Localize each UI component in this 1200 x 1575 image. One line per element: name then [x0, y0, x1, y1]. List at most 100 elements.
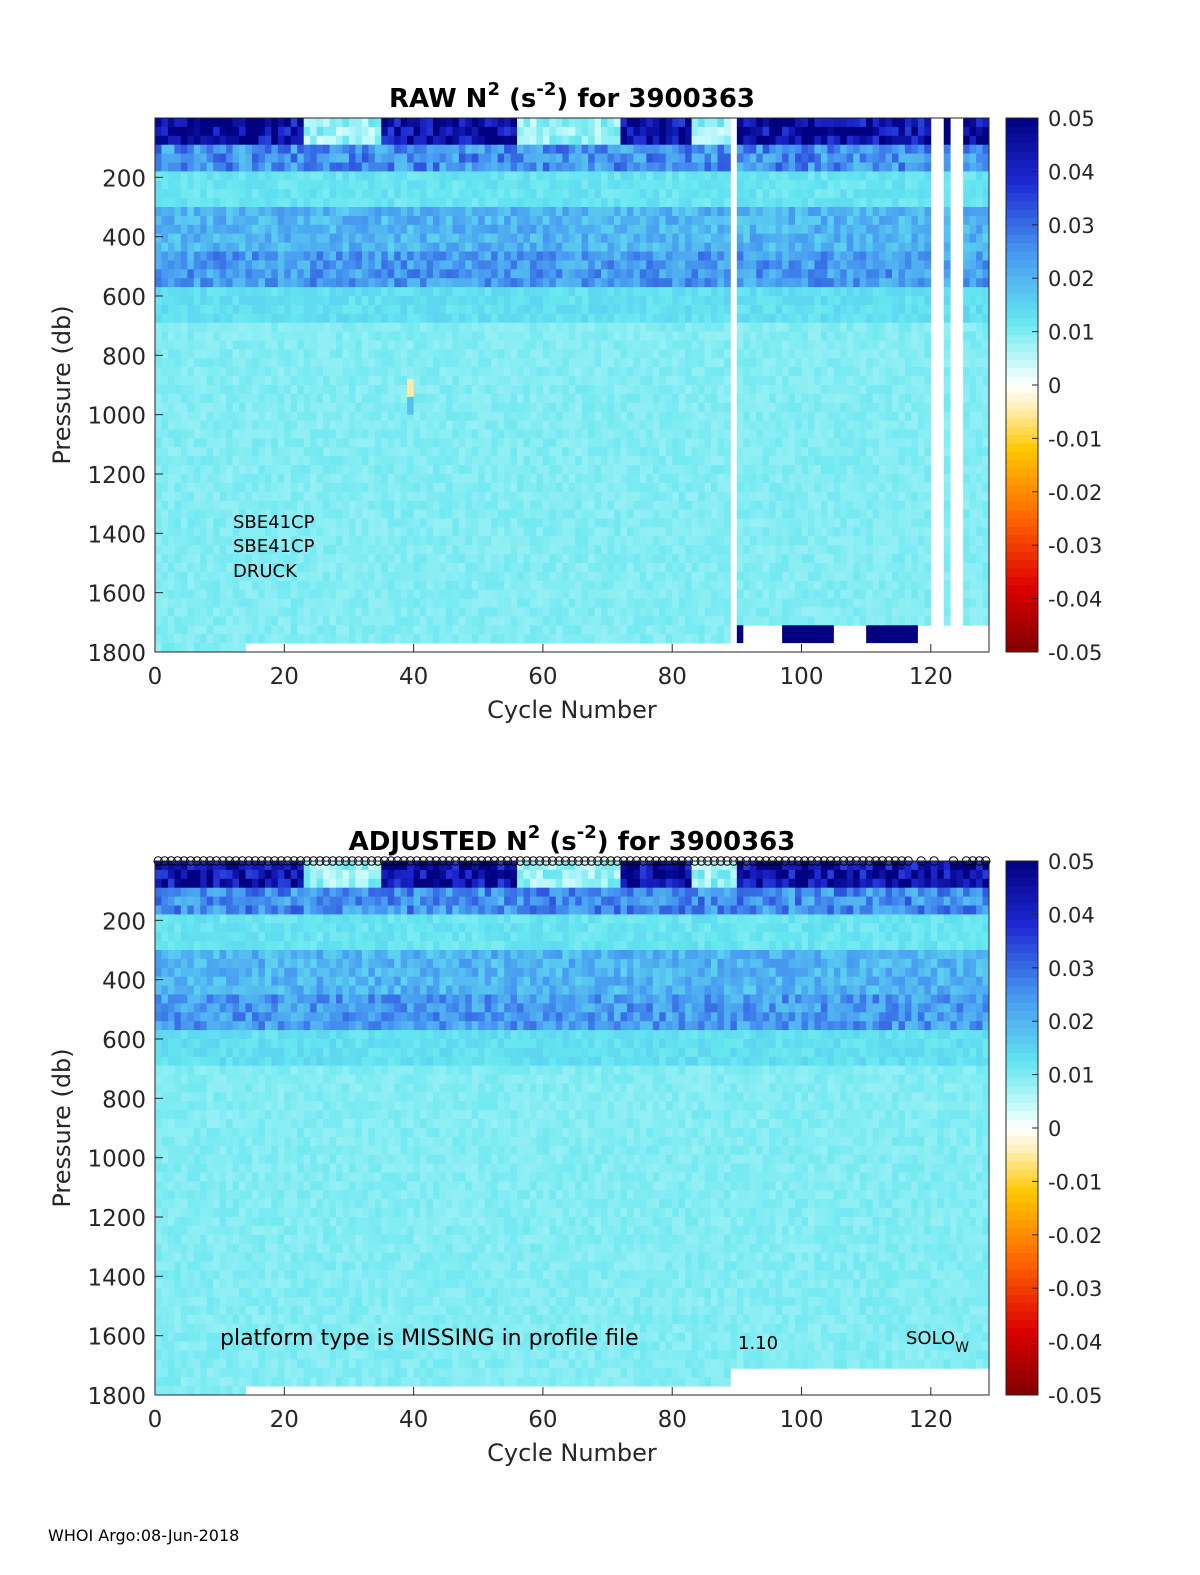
- heatmap-cell: [439, 634, 446, 643]
- heatmap-cell: [246, 634, 253, 643]
- heatmap-cell: [698, 323, 705, 332]
- heatmap-cell: [330, 358, 337, 367]
- heatmap-cell: [207, 332, 214, 341]
- heatmap-cell: [582, 305, 589, 314]
- heatmap-cell: [608, 447, 615, 456]
- heatmap-cell: [530, 394, 537, 403]
- heatmap-cell: [530, 341, 537, 350]
- heatmap-cell: [420, 234, 427, 243]
- heatmap-cell: [685, 554, 692, 563]
- heatmap-cell: [388, 608, 395, 617]
- heatmap-cell: [233, 590, 240, 599]
- heatmap-cell: [582, 385, 589, 394]
- heatmap-cell: [491, 527, 498, 536]
- heatmap-cell: [556, 590, 563, 599]
- heatmap-cell: [549, 536, 556, 545]
- heatmap-cell: [187, 465, 194, 474]
- heatmap-cell: [485, 287, 492, 296]
- heatmap-cell: [608, 163, 615, 172]
- heatmap-cell: [536, 305, 543, 314]
- heatmap-cell: [394, 554, 401, 563]
- heatmap-cell: [375, 634, 382, 643]
- heatmap-cell: [213, 252, 220, 261]
- heatmap-cell: [446, 287, 453, 296]
- heatmap-cell: [517, 305, 524, 314]
- heatmap-cell: [207, 572, 214, 581]
- heatmap-cell: [381, 171, 388, 180]
- heatmap-cell: [336, 358, 343, 367]
- heatmap-cell: [595, 367, 602, 376]
- heatmap-cell: [394, 234, 401, 243]
- heatmap-cell: [672, 563, 679, 572]
- heatmap-cell: [239, 269, 246, 278]
- heatmap-cell: [330, 634, 337, 643]
- heatmap-cell: [633, 207, 640, 216]
- heatmap-cell: [627, 394, 634, 403]
- heatmap-cell: [472, 171, 479, 180]
- heatmap-cell: [381, 252, 388, 261]
- heatmap-cell: [485, 483, 492, 492]
- heatmap-cell: [181, 625, 188, 634]
- heatmap-cell: [452, 563, 459, 572]
- heatmap-cell: [511, 252, 518, 261]
- heatmap-cell: [187, 154, 194, 163]
- heatmap-cell: [265, 634, 272, 643]
- heatmap-cell: [174, 634, 181, 643]
- heatmap-cell: [174, 536, 181, 545]
- heatmap-cell: [407, 349, 414, 358]
- heatmap-cell: [446, 474, 453, 483]
- heatmap-cell: [420, 118, 427, 127]
- heatmap-cell: [504, 590, 511, 599]
- heatmap-cell: [511, 430, 518, 439]
- heatmap-cell: [213, 163, 220, 172]
- heatmap-cell: [601, 527, 608, 536]
- heatmap-cell: [213, 412, 220, 421]
- heatmap-cell: [685, 625, 692, 634]
- heatmap-cell: [342, 225, 349, 234]
- heatmap-cell: [685, 305, 692, 314]
- heatmap-cell: [666, 296, 673, 305]
- heatmap-cell: [543, 118, 550, 127]
- heatmap-cell: [446, 545, 453, 554]
- heatmap-cell: [330, 616, 337, 625]
- heatmap-cell: [608, 145, 615, 154]
- heatmap-cell: [291, 296, 298, 305]
- heatmap-cell: [569, 367, 576, 376]
- heatmap-cell: [582, 358, 589, 367]
- heatmap-cell: [233, 198, 240, 207]
- heatmap-cell: [504, 243, 511, 252]
- heatmap-cell: [588, 527, 595, 536]
- heatmap-cell: [640, 252, 647, 261]
- heatmap-cell: [368, 438, 375, 447]
- heatmap-cell: [317, 430, 324, 439]
- heatmap-cell: [271, 127, 278, 136]
- heatmap-cell: [220, 430, 227, 439]
- heatmap-cell: [524, 456, 531, 465]
- heatmap-cell: [265, 314, 272, 323]
- heatmap-cell: [465, 581, 472, 590]
- heatmap-cell: [355, 581, 362, 590]
- heatmap-cell: [239, 341, 246, 350]
- heatmap-cell: [640, 572, 647, 581]
- heatmap-cell: [310, 216, 317, 225]
- heatmap-cell: [336, 438, 343, 447]
- heatmap-cell: [336, 180, 343, 189]
- heatmap-cell: [543, 616, 550, 625]
- heatmap-cell: [414, 145, 421, 154]
- heatmap-cell: [330, 189, 337, 198]
- heatmap-cell: [627, 305, 634, 314]
- heatmap-cell: [692, 323, 699, 332]
- heatmap-cell: [627, 554, 634, 563]
- heatmap-cell: [174, 154, 181, 163]
- heatmap-cell: [200, 260, 207, 269]
- heatmap-cell: [336, 403, 343, 412]
- heatmap-cell: [608, 171, 615, 180]
- heatmap-cell: [620, 412, 627, 421]
- heatmap-cell: [407, 438, 414, 447]
- heatmap-cell: [511, 510, 518, 519]
- heatmap-cell: [640, 501, 647, 510]
- heatmap-cell: [575, 492, 582, 501]
- heatmap-cell: [504, 296, 511, 305]
- heatmap-cell: [252, 634, 259, 643]
- heatmap-cell: [168, 323, 175, 332]
